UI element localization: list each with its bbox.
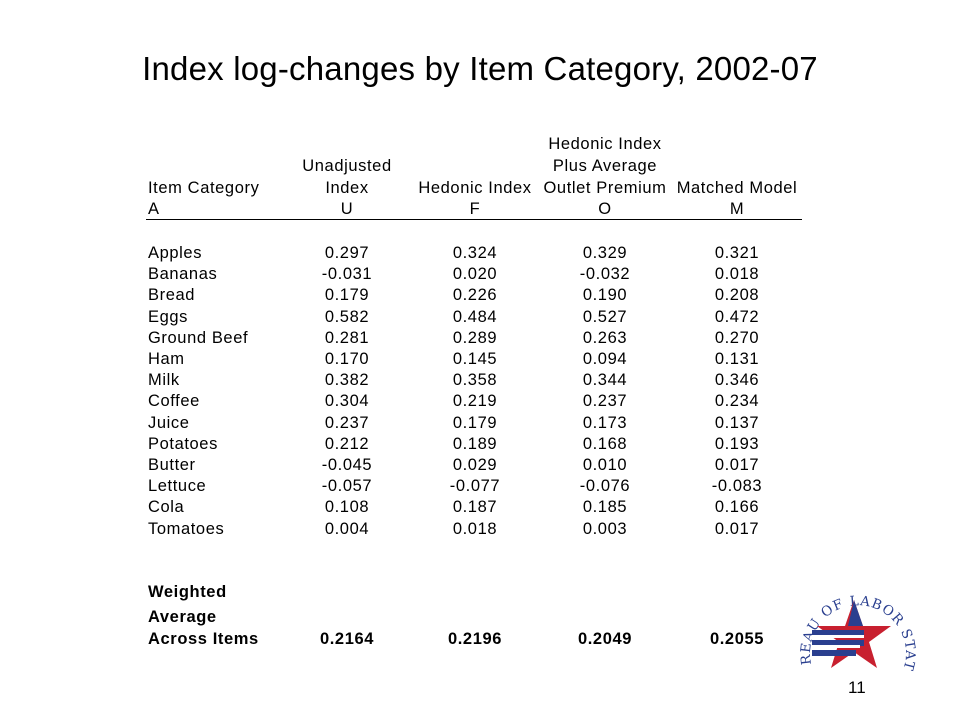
table-cell: 0.108: [324, 498, 370, 517]
slide-title: Index log-changes by Item Category, 2002…: [142, 50, 818, 87]
weighted-value: 0.2164: [319, 630, 375, 648]
row-label: Eggs: [148, 307, 189, 326]
table-cell: 0.237: [582, 392, 628, 411]
weighted-label: Average: [148, 608, 217, 626]
table-cell: 0.472: [714, 307, 760, 326]
table-cell: -0.057: [321, 477, 373, 496]
table-cell: 0.237: [324, 413, 370, 432]
table-cell: 0.137: [714, 413, 760, 432]
table-cell: -0.031: [321, 265, 373, 284]
table-cell: 0.189: [452, 434, 498, 453]
column-header: M: [729, 200, 745, 218]
table-cell: 0.020: [452, 265, 498, 284]
table-cell: 0.187: [452, 498, 498, 517]
weighted-label: Weighted: [148, 583, 227, 601]
column-header: Hedonic Index: [548, 135, 662, 153]
table-cell: 0.321: [714, 244, 760, 262]
page-number: 11: [848, 678, 866, 697]
table-cell: 0.281: [324, 328, 370, 347]
table-cell: 0.289: [452, 328, 498, 347]
weighted-label: Across Items: [148, 630, 259, 648]
table-cell: 0.297: [324, 244, 370, 262]
table-cell: 0.219: [452, 392, 498, 411]
row-label: Bread: [148, 286, 196, 305]
table-cell: 0.234: [714, 392, 760, 411]
column-header: Unadjusted: [302, 157, 392, 175]
table-cell: 0.263: [582, 328, 628, 347]
row-label: Milk: [148, 371, 180, 390]
table-cell: 0.344: [582, 371, 628, 390]
table-cell: 0.094: [582, 350, 628, 368]
row-label: Tomatoes: [148, 519, 225, 538]
table-cell: 0.208: [714, 286, 760, 305]
table-cell: 0.484: [452, 307, 498, 326]
row-label: Juice: [148, 413, 190, 432]
table-cell: 0.324: [452, 244, 498, 262]
column-header: Matched Model: [676, 179, 798, 197]
row-label: Bananas: [148, 265, 218, 284]
table-cell: 0.582: [324, 307, 370, 326]
row-label: Ham: [148, 350, 185, 368]
table-cell: -0.045: [321, 456, 373, 474]
column-header: Index: [325, 179, 369, 197]
table-cell: 0.358: [452, 371, 498, 390]
row-label: Apples: [148, 244, 203, 262]
weighted-value: 0.2049: [577, 630, 633, 648]
column-header: Hedonic Index: [418, 179, 532, 197]
table-cell: -0.032: [579, 265, 631, 284]
table-cell: 0.131: [714, 350, 760, 368]
column-header: Plus Average: [552, 157, 658, 175]
table-cell: 0.018: [452, 519, 498, 538]
table-cell: 0.004: [324, 519, 370, 538]
table-cell: -0.083: [711, 477, 763, 496]
weighted-value: 0.2196: [447, 630, 503, 648]
column-header: F: [469, 200, 481, 218]
row-label: Ground Beef: [148, 328, 249, 347]
row-label: Lettuce: [148, 477, 207, 496]
row-label: Potatoes: [148, 434, 218, 453]
row-label: Cola: [148, 498, 185, 517]
table-cell: 0.017: [714, 519, 760, 538]
table-cell: -0.077: [449, 477, 501, 496]
table-cell: 0.270: [714, 328, 760, 347]
table-cell: 0.190: [582, 286, 628, 305]
bls-logo: U.S. BUREAU OF LABOR STATISTICS: [790, 570, 917, 673]
column-header: Item Category: [148, 179, 260, 197]
table-cell: 0.003: [582, 519, 628, 538]
table-cell: 0.304: [324, 392, 370, 411]
column-header: Outlet Premium: [543, 179, 667, 197]
table-cell: 0.226: [452, 286, 498, 305]
table-cell: 0.527: [582, 307, 628, 326]
table-cell: 0.179: [324, 286, 370, 305]
table-cell: 0.346: [714, 371, 760, 390]
weighted-value: 0.2055: [709, 630, 765, 648]
table-cell: 0.166: [714, 498, 760, 517]
row-label: Coffee: [148, 392, 200, 411]
table-cell: 0.185: [582, 498, 628, 517]
table-cell: 0.329: [582, 244, 628, 262]
column-header: O: [598, 200, 612, 218]
table-cell: 0.179: [452, 413, 498, 432]
table-cell: 0.193: [714, 434, 760, 453]
table-cell: 0.145: [452, 350, 498, 368]
star-icon: [812, 600, 891, 668]
table-cell: 0.212: [324, 434, 370, 453]
table-cell: 0.168: [582, 434, 628, 453]
table-cell: 0.170: [324, 350, 370, 368]
table-cell: 0.010: [582, 456, 628, 474]
table-cell: 0.029: [452, 456, 498, 474]
column-header: U: [340, 200, 354, 218]
table-cell: 0.382: [324, 371, 370, 390]
table-cell: 0.017: [714, 456, 760, 474]
table-cell: -0.076: [579, 477, 631, 496]
header-rule: [146, 219, 802, 220]
table-cell: 0.173: [582, 413, 628, 432]
column-header: A: [148, 200, 160, 218]
row-label: Butter: [148, 456, 196, 474]
table-cell: 0.018: [714, 265, 760, 284]
